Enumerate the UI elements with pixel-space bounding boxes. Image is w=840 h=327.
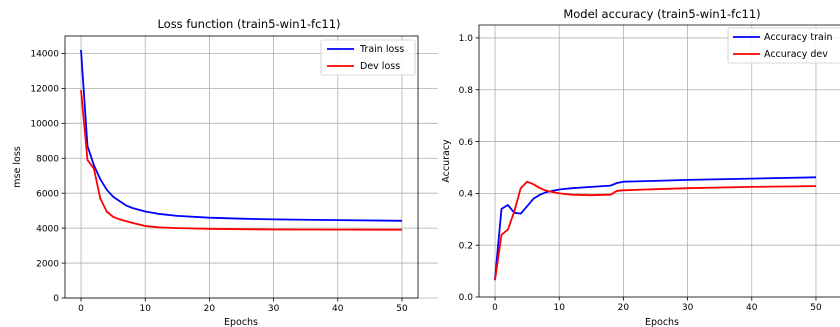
accuracy-chart-ticks: 0 10 20 30 40 50 0.0 0.2 0.4 0.6 0.8 1.0 xyxy=(459,34,822,313)
x-tick-label: 50 xyxy=(810,303,822,313)
accuracy-chart: Model accuracy (train5-win1-fc11) 0 10 20 3… xyxy=(441,7,840,327)
x-tick-label: 10 xyxy=(554,303,566,313)
x-tick-label: 40 xyxy=(746,303,758,313)
accuracy-chart-lines xyxy=(494,176,817,281)
series-line xyxy=(494,176,817,279)
loss-chart: Loss function (train5-win1-fc11) 0 10 20 30… xyxy=(12,17,438,327)
y-tick-label: 0.6 xyxy=(459,138,474,148)
y-tick-label: 0.0 xyxy=(459,293,474,303)
loss-legend-dev-label: Dev loss xyxy=(360,61,400,72)
loss-chart-ticks: 0 10 20 30 40 50 0 2000 4000 6000 8000 10000 12000 14… xyxy=(30,50,408,314)
y-tick-label: 2000 xyxy=(36,259,59,269)
y-tick-label: 10000 xyxy=(30,120,59,130)
y-tick-label: 8000 xyxy=(36,154,59,164)
series-line xyxy=(494,180,817,281)
loss-chart-legend: Train loss Dev loss xyxy=(320,39,416,76)
loss-chart-frame xyxy=(64,35,419,299)
accuracy-chart-ylabel: Accuracy xyxy=(441,139,452,183)
accuracy-chart-title: Model accuracy (train5-win1-fc11) xyxy=(563,7,760,21)
loss-chart-title: Loss function (train5-win1-fc11) xyxy=(157,17,340,31)
loss-chart-xlabel: Epochs xyxy=(224,317,258,327)
y-tick-label: 0.4 xyxy=(459,190,474,200)
y-tick-label: 12000 xyxy=(30,85,59,95)
x-tick-label: 30 xyxy=(268,304,280,314)
y-tick-label: 6000 xyxy=(36,189,59,199)
loss-chart-ylabel: mse loss xyxy=(12,146,23,187)
x-tick-label: 50 xyxy=(396,304,408,314)
loss-legend-train-label: Train loss xyxy=(359,44,404,55)
series-line xyxy=(80,90,403,231)
series-line xyxy=(80,49,403,222)
accuracy-chart-frame xyxy=(478,24,840,298)
x-tick-label: 0 xyxy=(492,303,498,313)
accuracy-chart-xlabel: Epochs xyxy=(645,317,679,327)
y-tick-label: 14000 xyxy=(30,50,59,60)
accuracy-chart-legend: Accuracy train Accuracy dev xyxy=(727,27,840,64)
y-tick-label: 1.0 xyxy=(459,34,474,44)
x-tick-label: 10 xyxy=(140,304,152,314)
y-tick-label: 0.2 xyxy=(459,241,473,251)
x-tick-label: 30 xyxy=(682,303,694,313)
y-tick-label: 0 xyxy=(53,294,59,304)
accuracy-legend-dev-label: Accuracy dev xyxy=(764,49,828,60)
y-tick-label: 0.8 xyxy=(459,86,474,96)
accuracy-chart-grid xyxy=(479,25,840,298)
accuracy-legend-train-label: Accuracy train xyxy=(764,32,833,43)
x-tick-label: 40 xyxy=(332,304,344,314)
loss-chart-lines xyxy=(80,49,403,231)
x-tick-label: 20 xyxy=(204,304,216,314)
x-tick-label: 0 xyxy=(78,304,84,314)
x-tick-label: 20 xyxy=(618,303,630,313)
y-tick-label: 4000 xyxy=(36,224,59,234)
